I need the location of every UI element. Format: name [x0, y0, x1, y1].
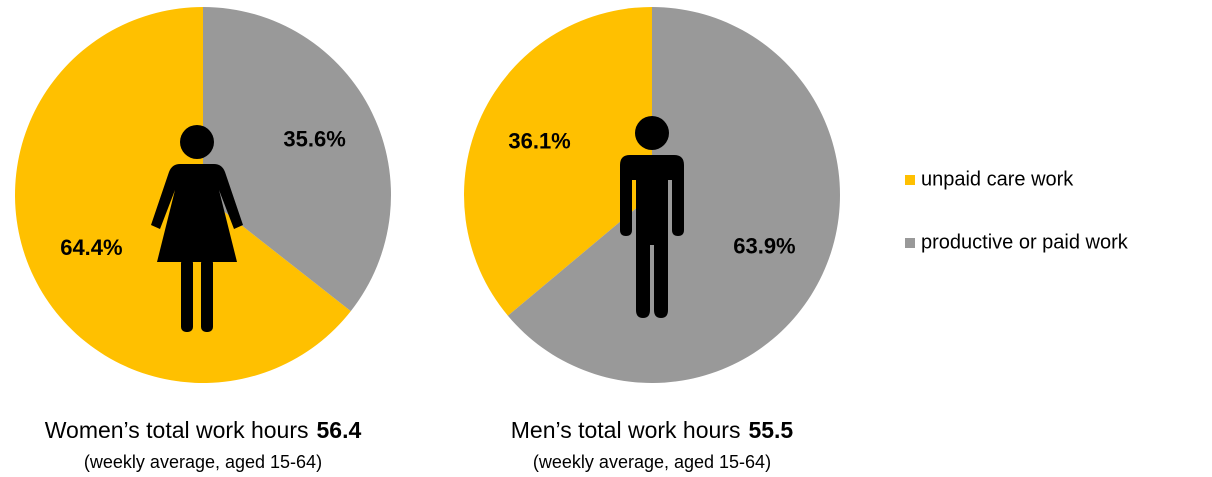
legend-swatch [905, 238, 915, 248]
title-text: Men’s total work hours [511, 417, 741, 443]
data-label: 36.1% [508, 128, 570, 153]
pie-slice [463, 7, 652, 316]
title-text: Women’s total work hours [45, 417, 309, 443]
man-figure [620, 116, 684, 318]
woman-figure [151, 125, 243, 332]
pie-title: Women’s total work hours 56.4 [45, 417, 362, 443]
pie-subtitle: (weekly average, aged 15-64) [84, 452, 322, 472]
total-hours: 55.5 [748, 417, 793, 443]
pie-slice [203, 7, 391, 312]
data-label: 35.6% [283, 127, 345, 152]
data-label: 63.9% [733, 233, 795, 258]
legend-label: productive or paid work [921, 231, 1129, 253]
pie-title: Men’s total work hours 55.5 [511, 417, 794, 443]
legend-label: unpaid care work [921, 168, 1074, 190]
data-label: 64.4% [60, 235, 122, 260]
pie-subtitle: (weekly average, aged 15-64) [533, 452, 771, 472]
total-hours: 56.4 [317, 417, 362, 443]
legend-swatch [905, 175, 915, 185]
